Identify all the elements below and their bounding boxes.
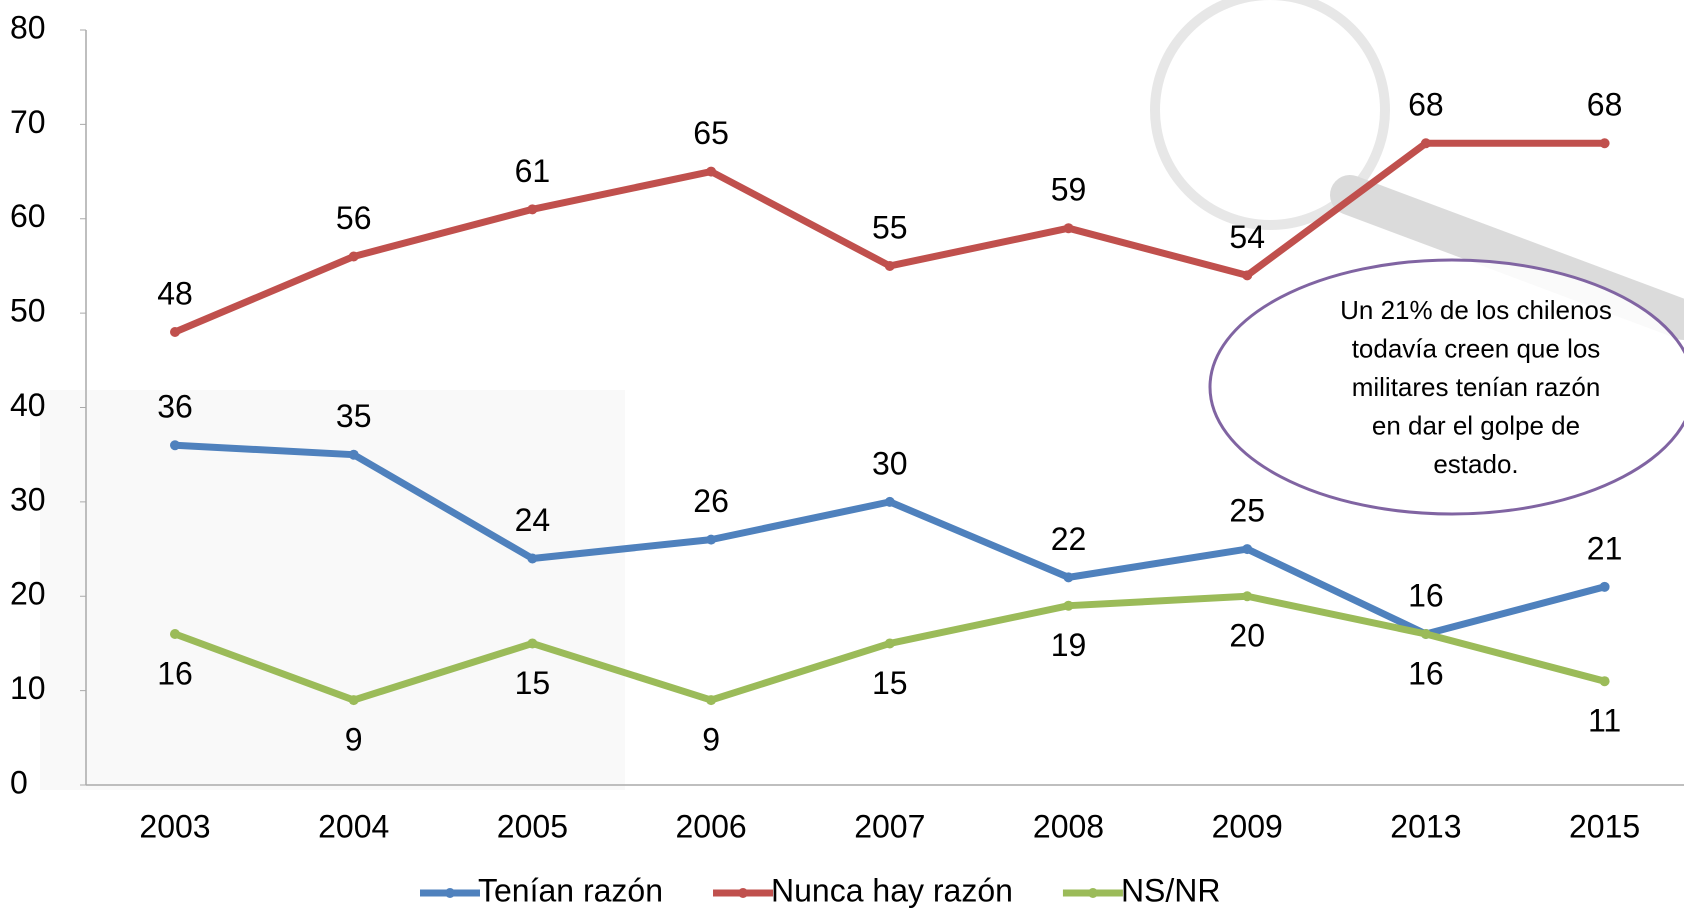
y-tick-label: 60 <box>10 198 46 234</box>
data-label: 48 <box>157 275 193 311</box>
legend-swatch <box>445 888 455 898</box>
point <box>1599 138 1610 149</box>
x-tick-label: 2003 <box>139 808 210 844</box>
point <box>527 553 538 564</box>
data-label: 65 <box>693 115 729 151</box>
point <box>706 695 717 706</box>
point <box>170 440 180 451</box>
data-label: 61 <box>515 153 551 189</box>
point <box>1063 223 1074 234</box>
point <box>1420 629 1431 639</box>
y-tick-label: 20 <box>10 576 46 612</box>
point <box>1599 581 1610 592</box>
point <box>170 327 180 337</box>
annotation: Un 21% de los chilenos <box>1340 295 1612 325</box>
data-label: 15 <box>515 665 551 701</box>
x-tick-label: 2013 <box>1390 808 1461 844</box>
y-tick-label: 10 <box>10 670 46 706</box>
point <box>1063 572 1074 583</box>
point <box>527 638 538 649</box>
data-label: 19 <box>1051 627 1087 663</box>
point <box>1063 600 1074 611</box>
annotation: estado. <box>1433 449 1518 479</box>
point <box>1242 591 1253 602</box>
x-tick-label: 2015 <box>1569 808 1640 844</box>
point <box>348 449 359 460</box>
y-tick-label: 0 <box>10 764 28 800</box>
data-label: 55 <box>872 209 908 245</box>
data-label: 16 <box>1408 655 1444 691</box>
legend-label: Tenían razón <box>478 872 663 908</box>
y-tick-label: 30 <box>10 481 46 517</box>
data-label: 68 <box>1587 87 1623 123</box>
data-label: 25 <box>1229 493 1265 529</box>
data-label: 35 <box>336 398 372 434</box>
annotation-ellipse <box>1208 258 1684 516</box>
point <box>884 496 895 507</box>
legend-label: Nunca hay razón <box>771 872 1013 908</box>
x-tick-label: 2008 <box>1033 808 1104 844</box>
data-label: 20 <box>1229 618 1265 654</box>
point <box>348 251 359 262</box>
data-label: 68 <box>1408 87 1444 123</box>
data-label: 56 <box>336 200 372 236</box>
data-label: 21 <box>1587 530 1623 566</box>
x-tick-label: 2009 <box>1212 808 1283 844</box>
x-tick-label: 2004 <box>318 808 389 844</box>
point <box>1242 270 1253 281</box>
data-label: 9 <box>702 722 720 758</box>
data-label: 26 <box>693 483 729 519</box>
point <box>706 534 717 545</box>
annotation: todavía creen que los <box>1352 333 1601 363</box>
legend-label: NS/NR <box>1121 872 1221 908</box>
point <box>1599 676 1610 687</box>
point <box>884 260 895 271</box>
data-label: 22 <box>1051 521 1087 557</box>
legend-swatch <box>738 888 749 898</box>
data-label: 59 <box>1051 172 1087 208</box>
x-tick-label: 2006 <box>676 808 747 844</box>
data-label: 16 <box>1408 577 1444 613</box>
point <box>1242 544 1253 555</box>
y-tick-label: 50 <box>10 293 46 329</box>
point <box>170 629 180 639</box>
point <box>706 166 717 177</box>
data-label: 30 <box>872 445 908 481</box>
y-tick-label: 40 <box>10 387 46 423</box>
point <box>348 695 359 706</box>
point <box>884 638 895 649</box>
data-label: 24 <box>515 502 551 538</box>
annotation: en dar el golpe de <box>1372 410 1580 440</box>
y-tick-label: 80 <box>10 9 46 45</box>
data-label: 54 <box>1229 219 1265 255</box>
data-label: 15 <box>872 665 908 701</box>
data-label: 9 <box>345 722 363 758</box>
legend-swatch <box>1087 888 1098 898</box>
data-label: 11 <box>1588 703 1621 739</box>
x-tick-label: 2007 <box>854 808 925 844</box>
y-tick-label: 70 <box>10 104 46 140</box>
point <box>1420 138 1431 149</box>
point <box>527 204 538 215</box>
x-tick-label: 2005 <box>497 808 568 844</box>
data-label: 16 <box>157 655 193 691</box>
data-label: 36 <box>157 389 193 425</box>
annotation: militares tenían razón <box>1352 372 1601 402</box>
